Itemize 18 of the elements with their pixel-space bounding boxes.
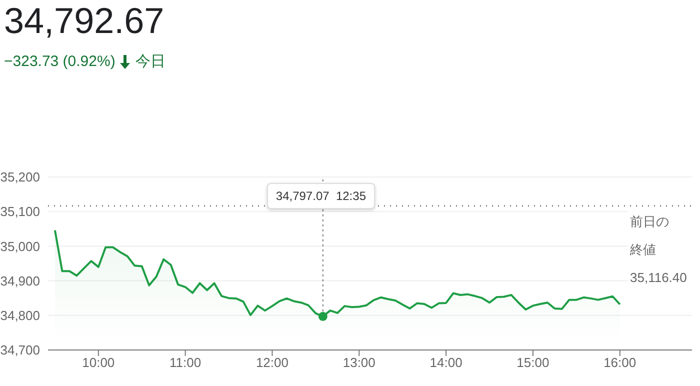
- chart-title: 34,792.67: [4, 0, 164, 42]
- annotation: 34,797.07 12:35: [266, 183, 375, 209]
- x-tick-label: 11:00: [170, 355, 202, 370]
- ref-line-label: 前日の終値 35,116.40: [629, 214, 687, 285]
- x-tick-label: 16:00: [604, 355, 636, 370]
- x-tick-label: 15:00: [516, 355, 550, 370]
- y-tick-label: 34,700: [0, 342, 40, 358]
- x-tick-label: 12:00: [256, 355, 288, 370]
- chart-subtitle: −323.73 (0.92%): [4, 53, 116, 70]
- y-tick-label: 35,200: [0, 170, 40, 185]
- y-tick-label: 35,000: [0, 238, 40, 254]
- x-tick-label: 10:00: [82, 355, 115, 370]
- x-tick-label: 13:00: [342, 355, 376, 370]
- x-tick-label: 14:00: [430, 355, 462, 370]
- y-tick-label: 35,100: [0, 204, 40, 220]
- y-tick-label: 34,900: [0, 273, 40, 288]
- y-tick-label: 34,800: [0, 308, 40, 324]
- text: 今日: [135, 52, 166, 71]
